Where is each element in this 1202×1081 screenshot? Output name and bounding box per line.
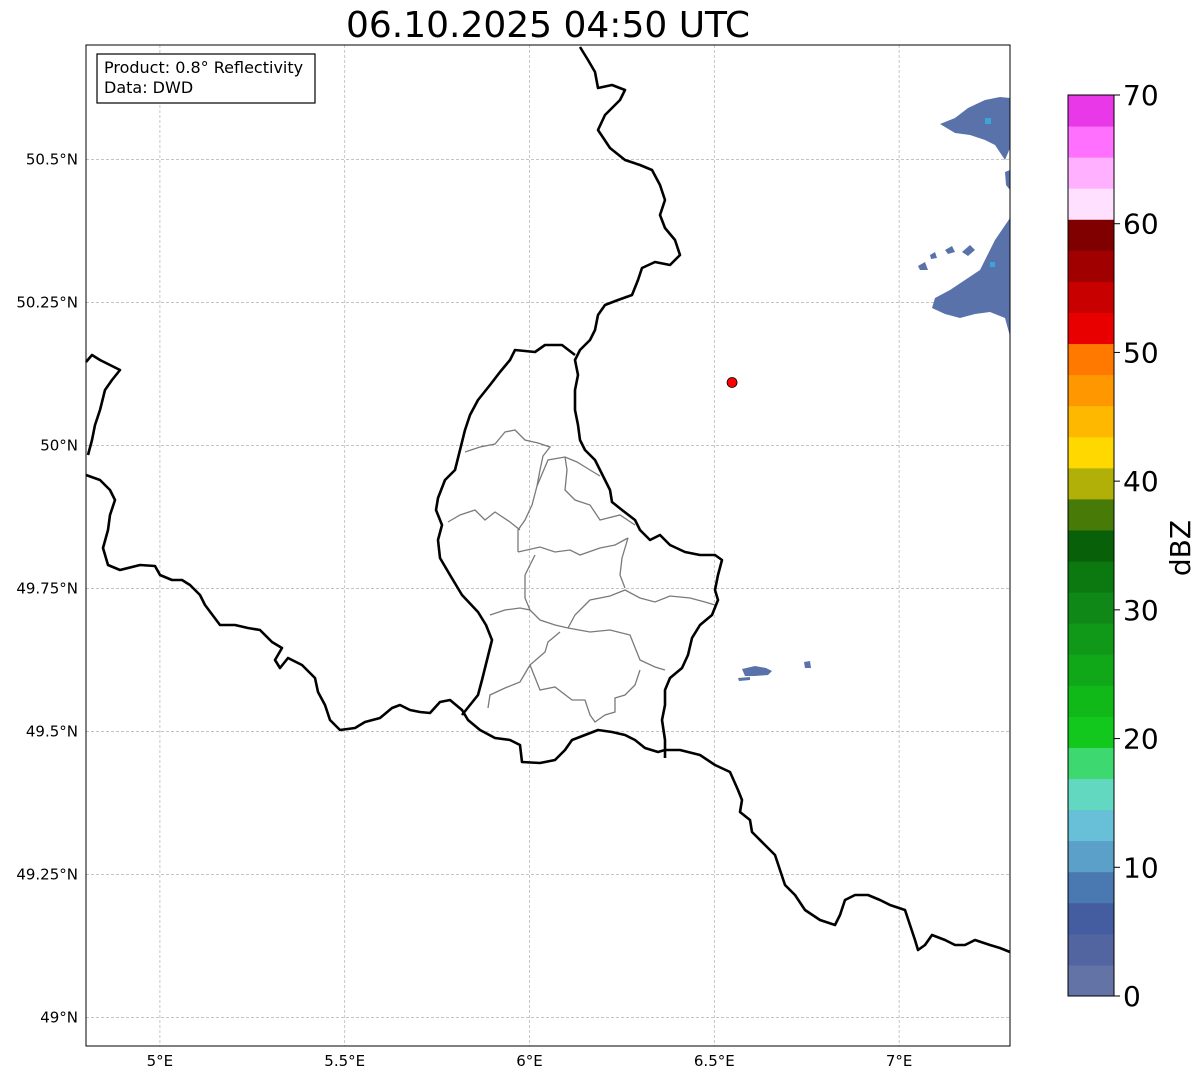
- colorbar-segment: [1068, 374, 1114, 407]
- colorbar-segment: [1068, 933, 1114, 966]
- gridlines: [86, 45, 1010, 1046]
- canton-boundaries: [447, 429, 716, 723]
- colorbar-label: dBZ: [1164, 520, 1197, 576]
- colorbar-segment: [1068, 871, 1114, 904]
- colorbar-tick-label: 50: [1123, 336, 1159, 369]
- colorbar-segment: [1068, 312, 1114, 345]
- lat-tick-label: 49.75°N: [16, 579, 78, 597]
- info-data-source: Data: DWD: [104, 78, 193, 97]
- colorbar-segment: [1068, 592, 1114, 624]
- colorbar-segment: [1068, 498, 1114, 531]
- lat-tick-label: 49.5°N: [26, 722, 78, 740]
- colorbar-tick-label: 30: [1123, 594, 1159, 627]
- lon-tick-labels: 5°E 5.5°E 6°E 6.5°E 7°E: [147, 1052, 913, 1070]
- colorbar-tick-label: 0: [1123, 980, 1141, 1013]
- colorbar-ticks: 0 10 20 30 40 50 60 70: [1114, 79, 1159, 1013]
- lat-tick-label: 50.25°N: [16, 293, 78, 311]
- colorbar-tick-label: 20: [1123, 723, 1159, 756]
- colorbar-segment: [1068, 157, 1114, 189]
- colorbar-segment: [1068, 126, 1114, 158]
- colorbar-tick-label: 70: [1123, 79, 1159, 112]
- lat-tick-label: 49°N: [40, 1008, 78, 1026]
- radar-echo-southeast: [738, 661, 811, 681]
- lat-tick-label: 50.5°N: [26, 150, 78, 168]
- colorbar-segment: [1068, 250, 1114, 282]
- lon-tick-label: 6°E: [516, 1052, 543, 1070]
- colorbar-segment: [1068, 654, 1114, 686]
- colorbar-segment: [1068, 281, 1114, 313]
- colorbar-segment: [1068, 747, 1114, 780]
- colorbar-tick-label: 10: [1123, 851, 1159, 884]
- colorbar-segment: [1068, 467, 1114, 500]
- colorbar-segment: [1068, 529, 1114, 562]
- colorbar-frame: [1067, 94, 1115, 997]
- radar-echoes: [738, 97, 1010, 681]
- lon-tick-label: 6.5°E: [694, 1052, 735, 1070]
- radar-echo-northeast: [918, 97, 1010, 336]
- colorbar-segment: [1068, 623, 1114, 655]
- colorbar-tick-label: 40: [1123, 465, 1159, 498]
- colorbar-segment: [1068, 95, 1114, 127]
- radar-site-marker: [726, 377, 738, 388]
- lat-tick-labels: 50.5°N 50.25°N 50°N 49.75°N 49.5°N 49.25°N 49°…: [16, 150, 78, 1026]
- map-frame: [85, 44, 1011, 1047]
- colorbar-segment: [1068, 716, 1114, 748]
- colorbar-segment: [1068, 840, 1114, 873]
- colorbar-segment: [1068, 809, 1114, 842]
- national-borders: [85, 46, 1011, 954]
- info-box: Product: 0.8° Reflectivity Data: DWD: [96, 53, 316, 104]
- lat-tick-label: 50°N: [40, 436, 78, 454]
- lon-tick-label: 7°E: [886, 1052, 913, 1070]
- radar-echo-core: [985, 118, 995, 267]
- colorbar-segment: [1068, 902, 1114, 935]
- colorbar-segment: [1068, 436, 1114, 469]
- colorbar-segment: [1068, 964, 1114, 997]
- map-title: 06.10.2025 04:50 UTC: [346, 5, 750, 46]
- lat-tick-label: 49.25°N: [16, 865, 78, 883]
- lon-tick-label: 5°E: [147, 1052, 174, 1070]
- colorbar-segment: [1068, 188, 1114, 220]
- lon-tick-label: 5.5°E: [324, 1052, 365, 1070]
- colorbar-segment: [1068, 219, 1114, 251]
- info-product: Product: 0.8° Reflectivity: [104, 58, 303, 77]
- colorbar-tick-label: 60: [1123, 208, 1159, 241]
- colorbar-segment: [1068, 778, 1114, 811]
- colorbar-segment: [1068, 343, 1114, 376]
- colorbar: [1067, 94, 1115, 997]
- colorbar-segment: [1068, 405, 1114, 438]
- colorbar-segment: [1068, 685, 1114, 717]
- colorbar-segment: [1068, 561, 1114, 593]
